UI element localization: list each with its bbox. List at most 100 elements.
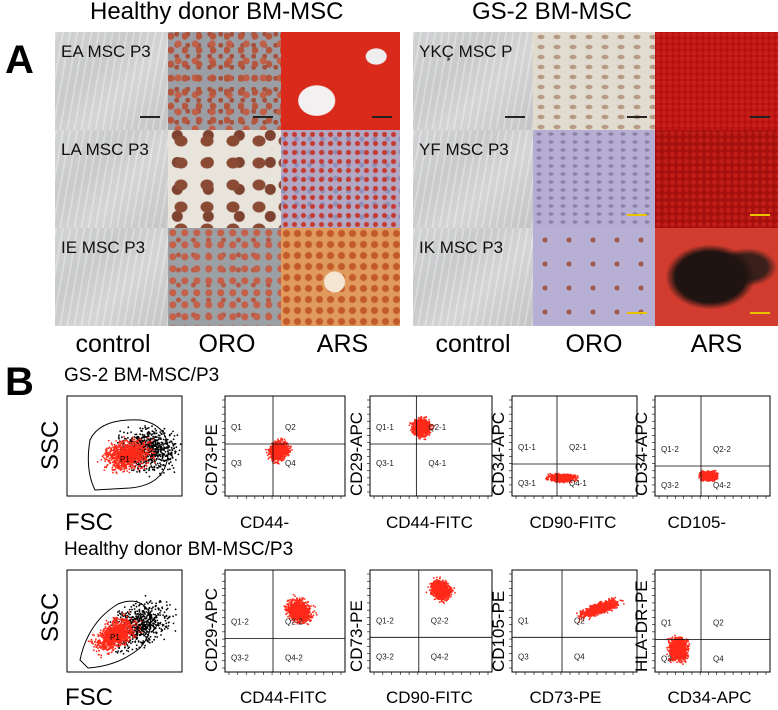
gs2-flow-title: GS-2 BM-MSC/P3 xyxy=(64,365,220,386)
quadrant-label: Q1-1 xyxy=(376,423,394,432)
scatter-dots xyxy=(576,596,625,624)
healthy-fsc-ssc-plot: P1 xyxy=(66,569,183,673)
y-axis-label: CD29-APC xyxy=(202,588,221,672)
scale-bar xyxy=(253,116,273,118)
quadrant-label: Q2-1 xyxy=(428,423,446,432)
quadrant-label: Q4-2 xyxy=(285,653,303,662)
plot-frame xyxy=(511,395,638,497)
x-axis-label: CD73-PE xyxy=(530,688,602,707)
scale-bar xyxy=(750,116,770,118)
scatter-dots xyxy=(666,634,691,665)
row-label-yf: YF MSC P3 xyxy=(419,140,509,159)
quadrant-label: Q1-2 xyxy=(376,616,394,625)
quadrant-label: Q4-2 xyxy=(713,481,731,490)
gs2-control-r3: IK MSC P3 xyxy=(413,228,533,326)
gs2-ars-r1 xyxy=(655,32,778,130)
healthy-ssc-label: SSC xyxy=(37,593,64,642)
gs2-oro-r3 xyxy=(533,228,655,326)
scale-bar xyxy=(627,214,647,216)
col-label-oro-right: ORO xyxy=(565,330,623,358)
quadrant-label: Q1 xyxy=(518,616,529,625)
col-label-ars: ARS xyxy=(316,330,369,358)
scale-bar xyxy=(627,116,647,118)
gs2-ars-r2 xyxy=(655,130,778,228)
row-label-la: LA MSC P3 xyxy=(61,140,149,159)
scatter-dots xyxy=(698,469,719,483)
scale-bar xyxy=(750,214,770,216)
quadrant-label: Q1-2 xyxy=(231,617,249,626)
scatter-dots xyxy=(265,437,293,465)
healthy-quad-plot-3: Q1 Q2 Q3 Q4 CD73-PE CD105-PE xyxy=(489,569,638,707)
x-axis-label: CD44-FITC xyxy=(240,688,327,707)
gs2-title: GS-2 BM-MSC xyxy=(472,0,633,25)
scatter-dots xyxy=(408,415,436,441)
healthy-control-r2: LA MSC P3 xyxy=(55,130,168,228)
quadrant-label: Q3 xyxy=(518,652,529,661)
scale-bar xyxy=(140,116,160,118)
quadrant-label: Q1-1 xyxy=(518,443,536,452)
quadrant-label: Q2-1 xyxy=(569,443,587,452)
quadrant-label: Q2 xyxy=(574,616,585,625)
quadrant-label: Q3-2 xyxy=(231,653,249,662)
healthy-oro-r1 xyxy=(168,32,281,130)
scatter-dots xyxy=(425,576,456,605)
gs2-control-r2: YF MSC P3 xyxy=(413,130,533,228)
plot-frame xyxy=(369,395,493,497)
scatter-dots xyxy=(545,472,579,484)
gs2-fsc-label: FSC xyxy=(65,509,113,536)
gs2-ssc-label: SSC xyxy=(37,421,64,470)
gs2-oro-r1 xyxy=(533,32,655,130)
scale-bar xyxy=(750,312,770,314)
row-label-ykc: YKÇ MSC P xyxy=(419,42,513,61)
panel-a-letter: A xyxy=(5,38,34,82)
y-axis-label: CD73-PE xyxy=(202,424,221,496)
gate-label: P1 xyxy=(120,455,130,464)
plot-frame xyxy=(224,569,346,673)
row-label-ea: EA MSC P3 xyxy=(61,42,151,61)
scatter-dots xyxy=(96,425,182,478)
quadrant-label: Q2 xyxy=(285,423,296,432)
quadrant-label: Q4 xyxy=(285,459,296,468)
healthy-ars-r3 xyxy=(281,228,400,326)
gs2-fsc-ssc-plot: P1 xyxy=(66,395,183,497)
x-axis-label: CD44- xyxy=(240,513,289,532)
scale-bar xyxy=(372,116,392,118)
healthy-flow-title: Healthy donor BM-MSC/P3 xyxy=(64,539,294,560)
quadrant-label: Q3 xyxy=(231,459,242,468)
quadrant-label: Q1 xyxy=(661,618,672,627)
quadrant-label: Q3-1 xyxy=(376,459,394,468)
healthy-oro-r2 xyxy=(168,130,281,228)
x-axis-label: CD90-FITC xyxy=(386,688,473,707)
quadrant-label: Q1 xyxy=(231,423,242,432)
gs2-quad-plot-3: Q1-1 Q2-1 Q3-1 Q4-1 CD90-FITC CD34-APC xyxy=(489,395,638,532)
col-label-ars-right: ARS xyxy=(690,330,743,358)
scatter-dots xyxy=(87,594,177,659)
quadrant-label: Q4-1 xyxy=(428,459,446,468)
healthy-title: Healthy donor BM-MSC xyxy=(90,0,344,25)
quadrant-label: Q3-2 xyxy=(376,652,394,661)
gs2-image-grid: YKÇ MSC P YF MSC P3 IK MSC P3 xyxy=(413,32,778,326)
quadrant-label: Q4 xyxy=(713,654,724,663)
quadrant-label: Q1-2 xyxy=(661,445,679,454)
gs2-control-r1: YKÇ MSC P xyxy=(413,32,533,130)
y-axis-label: CD73-PE xyxy=(347,600,366,672)
plot-frame xyxy=(511,569,638,673)
x-axis-label: CD34-APC xyxy=(668,688,752,707)
row-label-ie: IE MSC P3 xyxy=(61,238,146,257)
gate-label: P1 xyxy=(110,633,120,642)
healthy-quad-plot-1: Q1-2 Q2-2 Q3-2 Q4-2 CD44-FITC CD29-APC xyxy=(202,569,346,707)
healthy-quad-plot-2: Q1-2 Q2-2 Q3-2 Q4-2 CD90-FITC CD73-PE xyxy=(347,569,493,707)
scale-bar xyxy=(627,312,647,314)
scale-bar xyxy=(505,116,525,118)
quadrant-label: Q4-2 xyxy=(431,652,449,661)
y-axis-label: HLA-DR-PE xyxy=(632,580,651,672)
quadrant-label: Q4-1 xyxy=(569,479,587,488)
healthy-fsc-label: FSC xyxy=(65,684,113,710)
x-axis-label: CD44-FITC xyxy=(386,513,473,532)
healthy-oro-r3 xyxy=(168,228,281,326)
healthy-ars-r1 xyxy=(281,32,400,130)
col-label-control: control xyxy=(75,330,151,358)
panel-b-letter: B xyxy=(5,360,34,404)
quadrant-label: Q2-2 xyxy=(713,445,731,454)
